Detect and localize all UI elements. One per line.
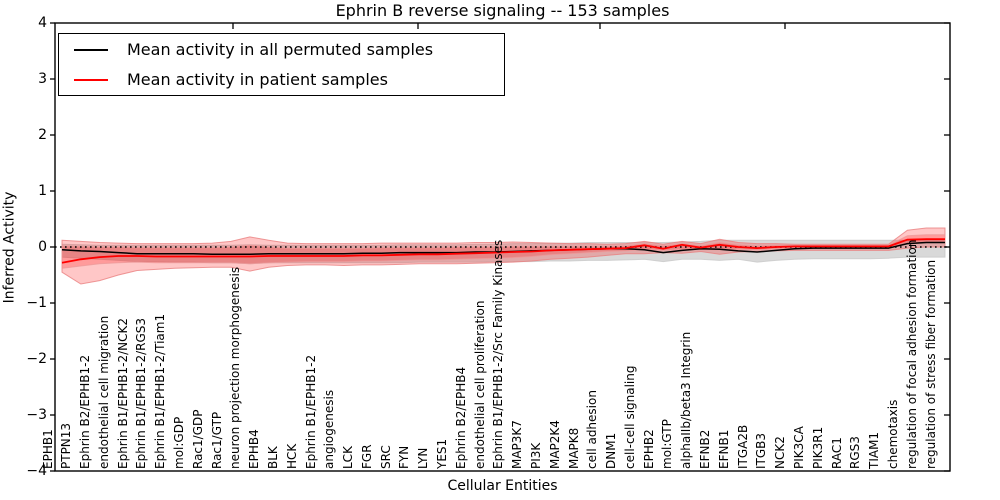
y-tick-label: −3: [26, 407, 47, 423]
category-label: MAPK8: [566, 427, 581, 469]
category-label: MAP2K4: [547, 420, 562, 469]
category-label: chemotaxis: [885, 399, 900, 469]
legend: Mean activity in all permuted samples Me…: [58, 33, 505, 96]
category-label: Rac1/GDP: [190, 409, 205, 469]
y-tick-label: 2: [38, 127, 47, 143]
category-label: endothelial cell proliferation: [472, 300, 487, 469]
category-label: mol:GDP: [172, 416, 186, 469]
category-label: HCK: [284, 443, 299, 469]
legend-item-patient: Mean activity in patient samples: [59, 67, 504, 93]
category-label: angiogenesis: [322, 389, 337, 469]
category-label: NCK2: [773, 436, 788, 469]
category-label: FYN: [397, 445, 412, 469]
patient-line-swatch-icon: [74, 78, 108, 81]
category-label: BLK: [265, 446, 280, 469]
category-label: RAC1: [829, 437, 844, 469]
category-label: Ephrin B1/EPHB1-2/Tiam1: [153, 313, 168, 469]
category-label: EPHB1: [40, 429, 55, 469]
category-label: PTPN13: [59, 422, 74, 469]
y-tick-label: −2: [26, 351, 47, 367]
category-label: Ephrin B1/EPHB1-2: [303, 354, 318, 469]
category-label: ITGA2B: [735, 424, 750, 469]
y-tick-label: 3: [38, 71, 47, 87]
category-label: PIK3R1: [810, 426, 825, 469]
category-label: regulation of stress fiber formation: [923, 259, 938, 469]
category-label: PIK3CA: [791, 426, 806, 469]
category-label: Ephrin B1/EPHB1-2/RGS3: [134, 317, 149, 469]
category-label: PI3K: [528, 442, 543, 469]
category-label: mol:GTP: [660, 419, 675, 469]
category-label: EPHB4: [247, 429, 262, 469]
category-label: alphaIIb/beta3 Integrin: [679, 331, 694, 469]
category-label: cell-cell signaling: [622, 365, 637, 470]
category-label: LCK: [341, 446, 356, 469]
legend-item-permuted: Mean activity in all permuted samples: [59, 37, 504, 63]
chart-title: Ephrin B reverse signaling -- 153 sample…: [335, 1, 670, 20]
category-label: EPHB2: [641, 429, 656, 469]
category-label: endothelial cell migration: [96, 315, 111, 469]
category-label: DNM1: [604, 432, 619, 469]
category-label: TIAM1: [867, 431, 882, 469]
y-tick-label: −4: [26, 463, 47, 479]
legend-label-permuted: Mean activity in all permuted samples: [127, 40, 434, 59]
line-series-1: [61, 238, 945, 264]
y-tick-label: 1: [38, 183, 47, 199]
permuted-line-swatch-icon: [74, 48, 108, 51]
category-label: MAP3K7: [510, 420, 525, 469]
category-label: cell adhesion: [585, 390, 600, 469]
y-tick-label: 0: [38, 239, 47, 255]
category-label: Ephrin B1/EPHB1-2/Src Family Kinases: [491, 239, 506, 469]
category-label: RGS3: [848, 436, 863, 469]
category-label: Ephrin B2/EPHB1-2: [78, 354, 93, 469]
category-label: Rac1/GTP: [209, 411, 224, 469]
x-axis-label: Cellular Entities: [447, 478, 558, 494]
y-tick-label: 4: [38, 15, 47, 31]
category-label: EFNB1: [716, 429, 731, 469]
category-label: neuron projection morphogenesis: [228, 266, 243, 469]
legend-label-patient: Mean activity in patient samples: [127, 70, 388, 89]
category-label: YES1: [435, 438, 450, 469]
category-label: Ephrin B2/EPHB4: [453, 366, 468, 469]
category-label: EFNB2: [698, 429, 713, 469]
y-tick-label: −1: [26, 295, 47, 311]
y-axis-label: Inferred Activity: [1, 191, 18, 304]
category-label: LYN: [416, 447, 431, 469]
category-label: SRC: [378, 445, 393, 469]
category-label: Ephrin B1/EPHB1-2/NCK2: [115, 318, 130, 469]
category-label: ITGB3: [754, 432, 769, 469]
category-label: regulation of focal adhesion formation: [904, 239, 919, 469]
category-label: FGR: [359, 444, 374, 469]
